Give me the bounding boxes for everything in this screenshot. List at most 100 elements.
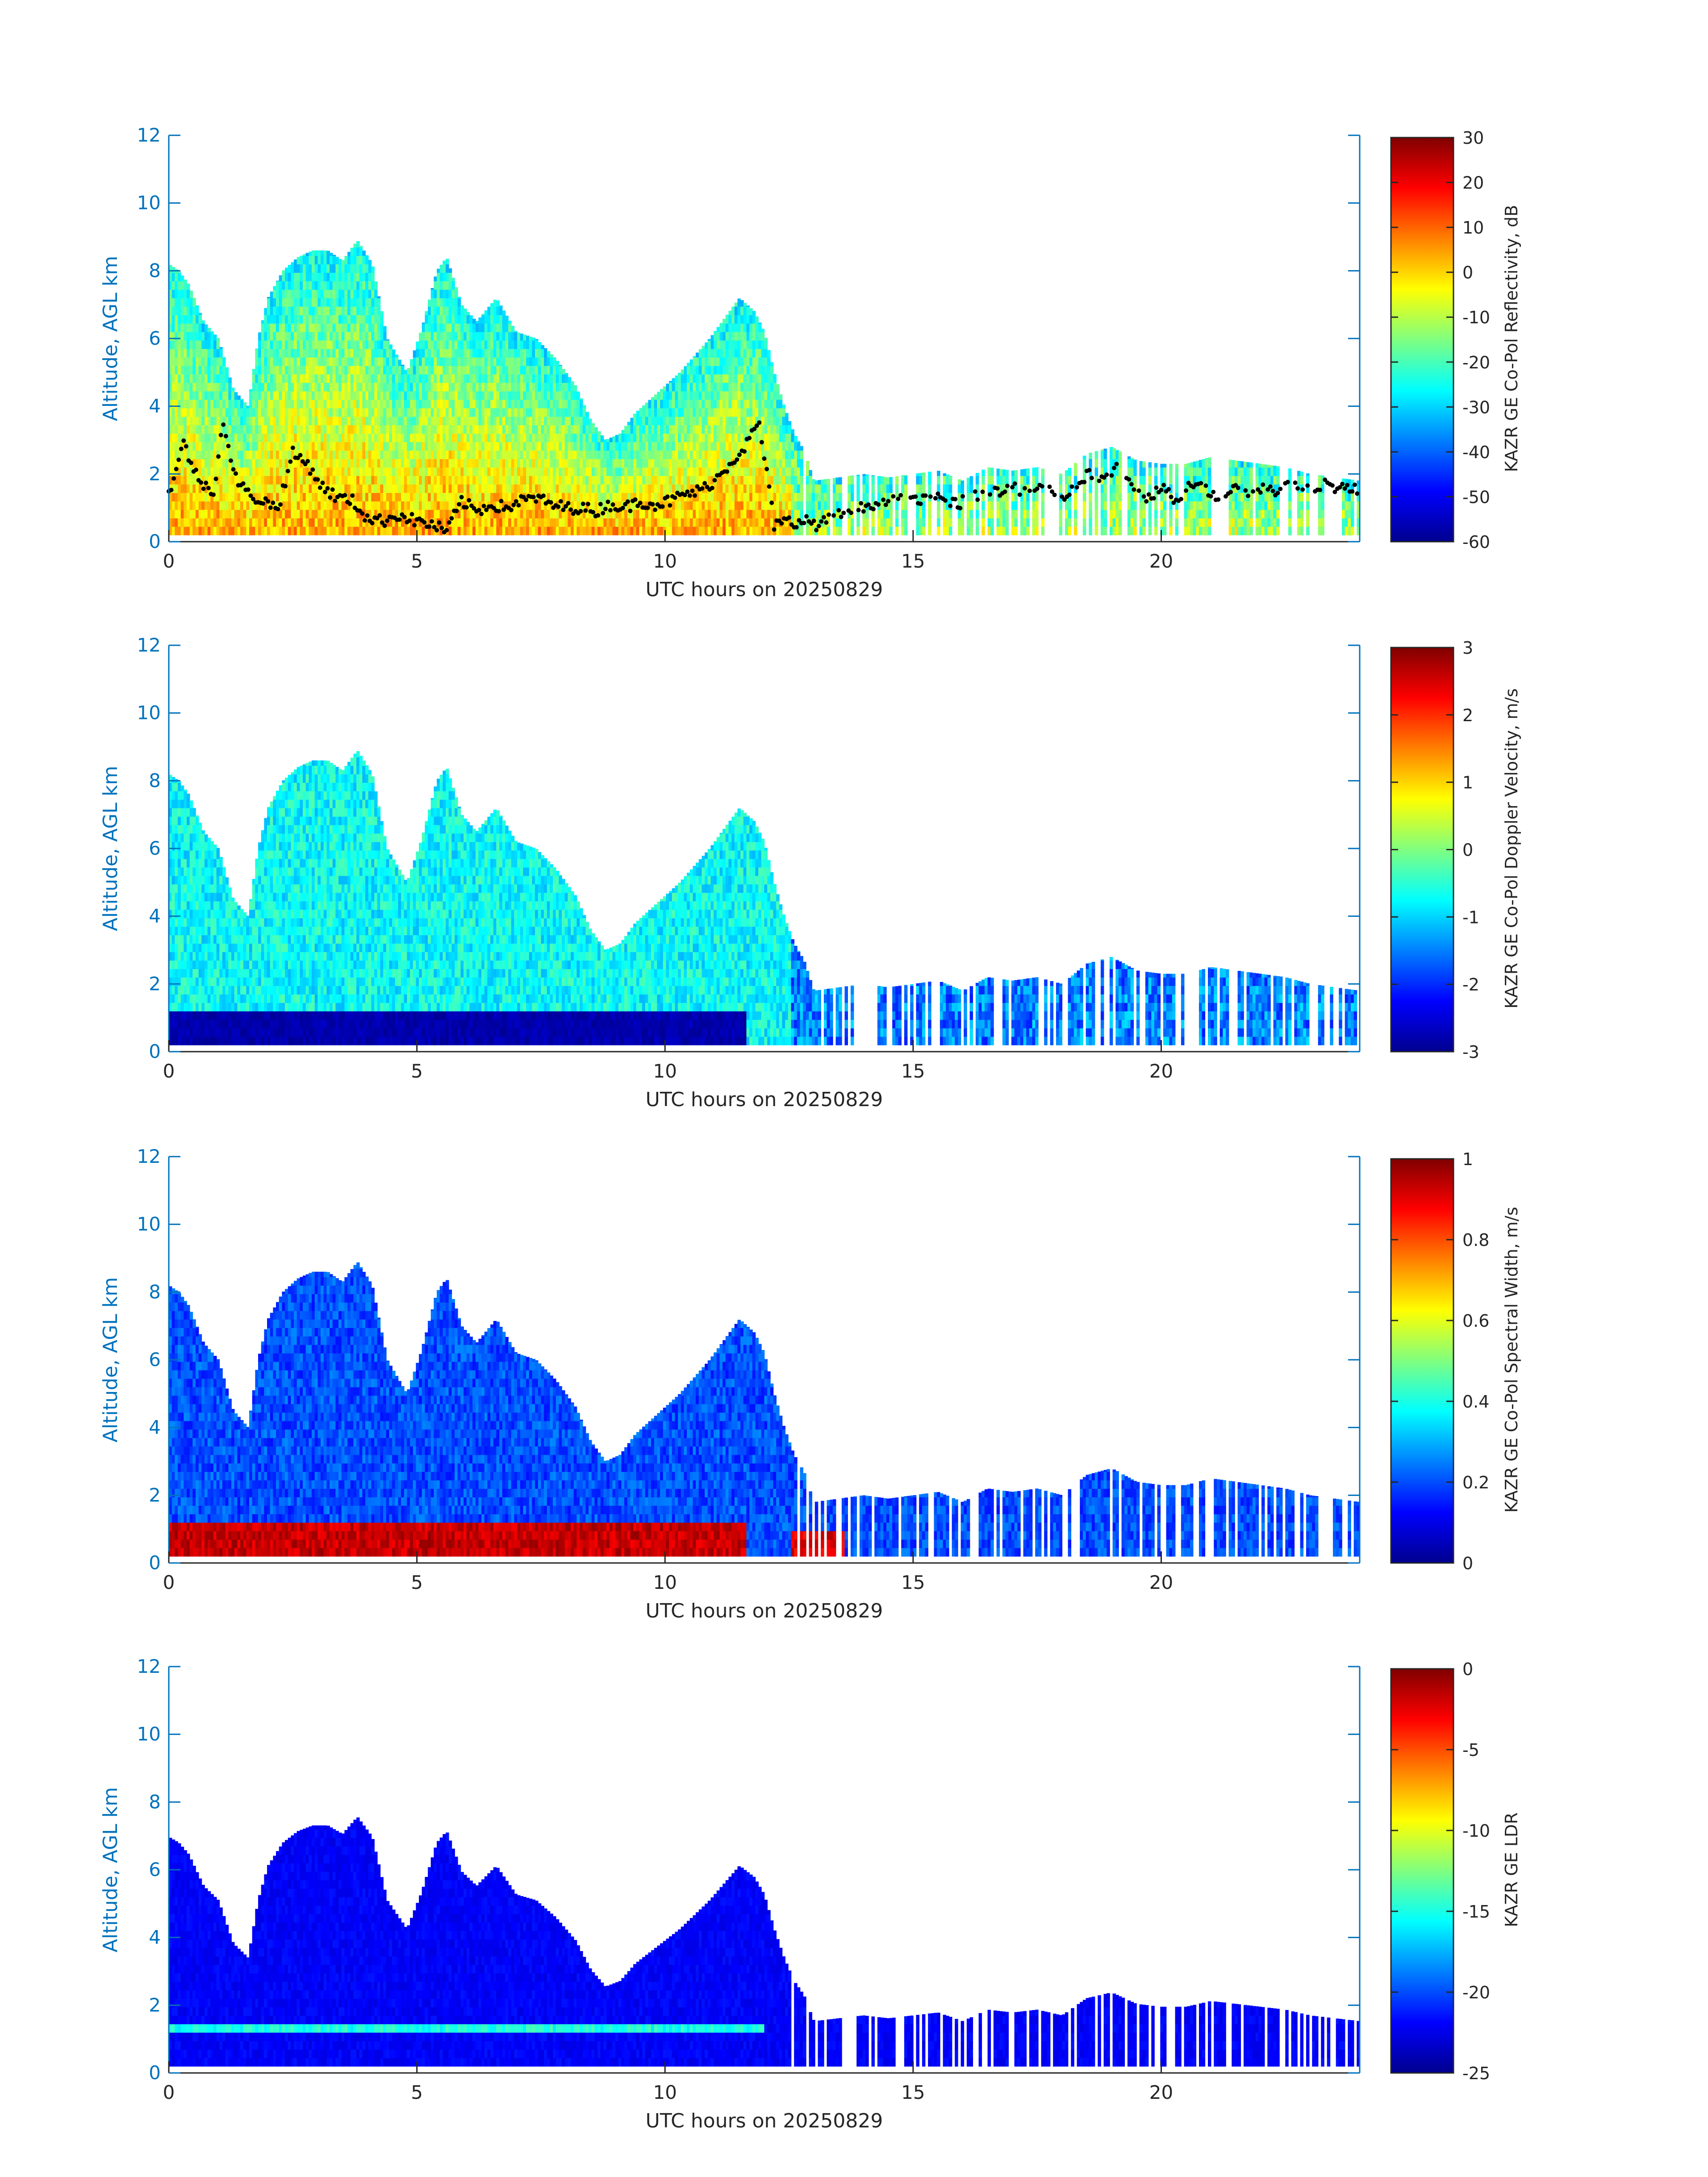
- heat-cell: [371, 306, 375, 315]
- heat-cell: [401, 442, 405, 451]
- heat-cell: [201, 374, 205, 383]
- heat-cell: [580, 416, 583, 425]
- heat-cell: [550, 408, 553, 417]
- heat-cell: [201, 425, 205, 434]
- heat-cell: [589, 518, 592, 527]
- heat-cell: [576, 459, 580, 468]
- heat-cell: [240, 416, 244, 425]
- heat-cell: [252, 433, 256, 442]
- heat-cell: [273, 493, 276, 501]
- heat-cell: [351, 433, 354, 442]
- heat-cell: [288, 357, 292, 366]
- heat-cell: [351, 416, 354, 425]
- heat-cell: [365, 501, 369, 510]
- heat-cell: [511, 408, 515, 417]
- heat-cell: [687, 366, 690, 375]
- heat-cell: [544, 433, 547, 442]
- heat-cell: [559, 365, 562, 366]
- heat-cell: [743, 303, 747, 307]
- heat-cell: [264, 510, 267, 518]
- heat-cell: [595, 501, 598, 510]
- heat-cell: [285, 459, 288, 468]
- heat-cell: [606, 442, 610, 451]
- heat-cell: [642, 405, 646, 409]
- heat-cell: [675, 459, 679, 468]
- heat-cell: [285, 425, 288, 434]
- heat-cell: [574, 467, 577, 476]
- heat-cell: [342, 298, 345, 307]
- heat-cell: [633, 526, 637, 535]
- heat-cell: [451, 450, 455, 459]
- heat-cell: [672, 442, 676, 451]
- heat-cell: [422, 357, 426, 366]
- heat-cell: [476, 518, 479, 527]
- heat-cell: [196, 408, 199, 417]
- heat-cell: [729, 374, 732, 383]
- heat-cell: [333, 526, 336, 535]
- heat-cell: [398, 476, 401, 485]
- heat-cell: [601, 518, 604, 527]
- heat-cell: [208, 349, 211, 358]
- heat-cell: [631, 518, 634, 527]
- heat-cell: [615, 476, 619, 485]
- heat-cell: [383, 442, 387, 451]
- heat-cell: [651, 408, 655, 417]
- heat-cell: [663, 450, 667, 459]
- heat-cell: [368, 425, 372, 434]
- heat-cell: [508, 321, 512, 324]
- heat-cell: [532, 510, 535, 518]
- heat-cell: [338, 264, 342, 273]
- heat-cell: [386, 340, 390, 349]
- heat-cell: [300, 256, 303, 265]
- heat-cell: [309, 510, 312, 518]
- heat-cell: [273, 289, 276, 298]
- heat-cell: [467, 332, 470, 341]
- heat-cell: [681, 433, 685, 442]
- heat-cell: [529, 416, 533, 425]
- heat-cell: [493, 450, 497, 459]
- heat-cell: [568, 467, 571, 476]
- heat-cell: [261, 476, 265, 485]
- heat-cell: [493, 484, 497, 493]
- heat-cell: [201, 510, 205, 518]
- heat-cell: [565, 391, 568, 400]
- heat-cell: [258, 450, 262, 459]
- heat-cell: [729, 400, 732, 409]
- heat-cell: [458, 484, 461, 493]
- heat-cell: [666, 400, 670, 409]
- heat-cell: [672, 459, 676, 468]
- heat-cell: [460, 459, 464, 468]
- heat-cell: [264, 374, 267, 383]
- heat-cell: [386, 501, 390, 510]
- heat-cell: [505, 400, 509, 409]
- heat-cell: [660, 416, 664, 425]
- heat-cell: [553, 450, 556, 459]
- heat-cell: [315, 459, 318, 468]
- heat-cell: [333, 476, 336, 485]
- heat-cell: [279, 526, 283, 535]
- heat-cell: [505, 416, 509, 425]
- heat-cell: [416, 366, 419, 375]
- heat-cell: [297, 476, 301, 485]
- heat-cell: [294, 425, 297, 434]
- heat-cell: [261, 357, 265, 366]
- heat-cell: [451, 493, 455, 501]
- heat-cell: [240, 433, 244, 442]
- heat-cell: [544, 450, 547, 459]
- heat-cell: [407, 442, 410, 451]
- heat-cell: [660, 425, 664, 434]
- heat-cell: [645, 484, 649, 493]
- heat-cell: [201, 340, 205, 349]
- heat-cell: [711, 349, 714, 358]
- heat-cell: [645, 433, 649, 442]
- heat-cell: [282, 467, 285, 476]
- heat-cell: [702, 349, 706, 358]
- heat-cell: [270, 349, 274, 358]
- heat-cell: [279, 275, 283, 281]
- heat-cell: [478, 416, 482, 425]
- heat-cell: [434, 425, 437, 434]
- heat-cell: [731, 323, 735, 332]
- heat-cell: [556, 518, 560, 527]
- heat-cell: [326, 251, 330, 256]
- heat-cell: [663, 400, 667, 409]
